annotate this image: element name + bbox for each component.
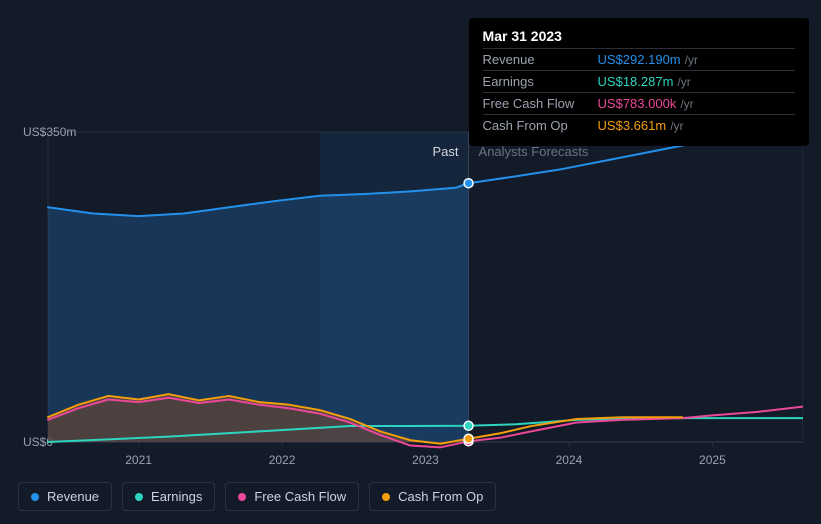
tooltip-metric-value: US$3.661m bbox=[598, 118, 667, 133]
tooltip-row: Cash From OpUS$3.661m/yr bbox=[483, 114, 795, 136]
chart-legend: Revenue Earnings Free Cash Flow Cash From O… bbox=[18, 482, 496, 511]
svg-text:2022: 2022 bbox=[269, 453, 296, 467]
legend-item-fcf[interactable]: Free Cash Flow bbox=[225, 482, 359, 511]
legend-dot-icon bbox=[135, 493, 143, 501]
tooltip-date: Mar 31 2023 bbox=[483, 28, 795, 44]
chart-tooltip: Mar 31 2023 RevenueUS$292.190m/yrEarning… bbox=[469, 18, 809, 146]
svg-text:2024: 2024 bbox=[556, 453, 583, 467]
legend-item-revenue[interactable]: Revenue bbox=[18, 482, 112, 511]
tooltip-metric-unit: /yr bbox=[680, 97, 693, 111]
svg-text:US$350m: US$350m bbox=[23, 125, 76, 139]
tooltip-metric-value: US$783.000k bbox=[598, 96, 677, 111]
tooltip-rows: RevenueUS$292.190m/yrEarningsUS$18.287m/… bbox=[483, 48, 795, 136]
legend-item-earnings[interactable]: Earnings bbox=[122, 482, 215, 511]
tooltip-metric-value: US$18.287m bbox=[598, 74, 674, 89]
tooltip-metric-value: US$292.190m bbox=[598, 52, 681, 67]
svg-text:2025: 2025 bbox=[699, 453, 726, 467]
legend-dot-icon bbox=[238, 493, 246, 501]
legend-dot-icon bbox=[382, 493, 390, 501]
legend-item-cfo[interactable]: Cash From Op bbox=[369, 482, 496, 511]
tooltip-metric-label: Revenue bbox=[483, 52, 598, 67]
tooltip-metric-unit: /yr bbox=[670, 119, 683, 133]
legend-dot-icon bbox=[31, 493, 39, 501]
svg-text:2021: 2021 bbox=[125, 453, 152, 467]
svg-text:Analysts Forecasts: Analysts Forecasts bbox=[479, 144, 589, 159]
legend-label: Earnings bbox=[151, 489, 202, 504]
legend-label: Revenue bbox=[47, 489, 99, 504]
svg-text:2023: 2023 bbox=[412, 453, 439, 467]
svg-text:Past: Past bbox=[433, 144, 459, 159]
financial-chart: PastAnalysts ForecastsUS$350mUS$02021202… bbox=[18, 18, 803, 506]
tooltip-metric-label: Earnings bbox=[483, 74, 598, 89]
tooltip-metric-unit: /yr bbox=[677, 75, 690, 89]
legend-label: Free Cash Flow bbox=[254, 489, 346, 504]
tooltip-row: EarningsUS$18.287m/yr bbox=[483, 70, 795, 92]
tooltip-metric-label: Free Cash Flow bbox=[483, 96, 598, 111]
tooltip-metric-unit: /yr bbox=[685, 53, 698, 67]
legend-label: Cash From Op bbox=[398, 489, 483, 504]
tooltip-row: RevenueUS$292.190m/yr bbox=[483, 48, 795, 70]
tooltip-row: Free Cash FlowUS$783.000k/yr bbox=[483, 92, 795, 114]
tooltip-metric-label: Cash From Op bbox=[483, 118, 598, 133]
